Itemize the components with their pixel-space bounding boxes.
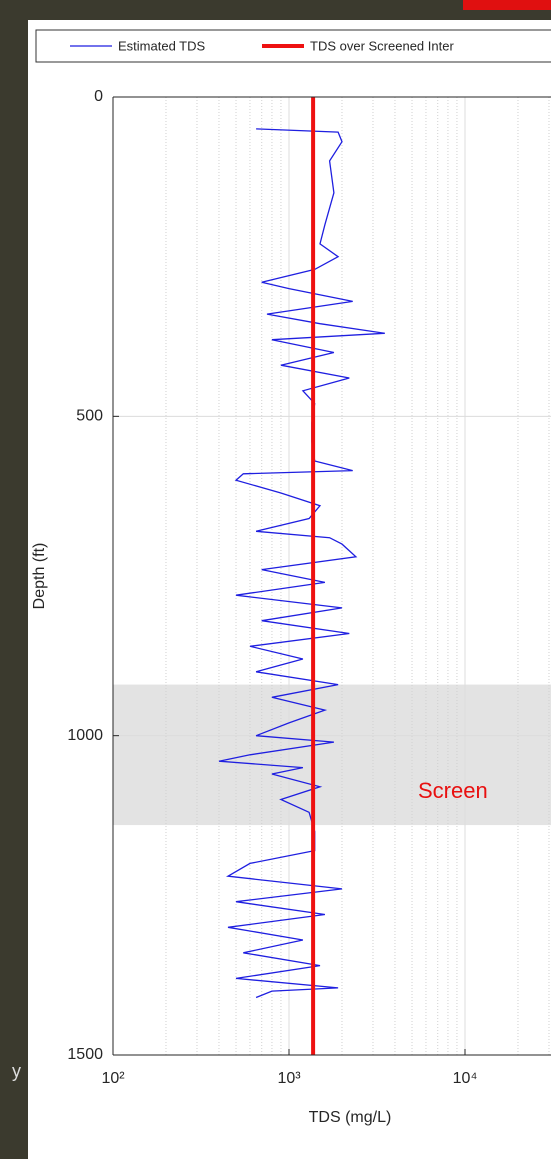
y-tick-label: 1000: [67, 727, 103, 744]
tds-line: [218, 128, 385, 999]
plot-area: [113, 97, 551, 1055]
x-tick-label: 10³: [277, 1070, 301, 1087]
x-tick-label: 10⁴: [453, 1070, 478, 1087]
background-patch: [463, 0, 551, 10]
band-label: Screen: [418, 778, 488, 803]
x-tick-label: 10²: [101, 1070, 125, 1087]
y-tick-label: 1500: [67, 1046, 103, 1063]
screened-band: [113, 684, 551, 826]
x-axis-label: TDS (mg/L): [309, 1109, 392, 1126]
legend-label: TDS over Screened Inter: [310, 38, 454, 53]
y-axis-label: Depth (ft): [31, 543, 48, 610]
y-tick-label: 0: [94, 88, 103, 105]
y-tick-label: 500: [76, 408, 103, 425]
background-text: y: [12, 1061, 21, 1081]
legend-label: Estimated TDS: [118, 38, 206, 53]
